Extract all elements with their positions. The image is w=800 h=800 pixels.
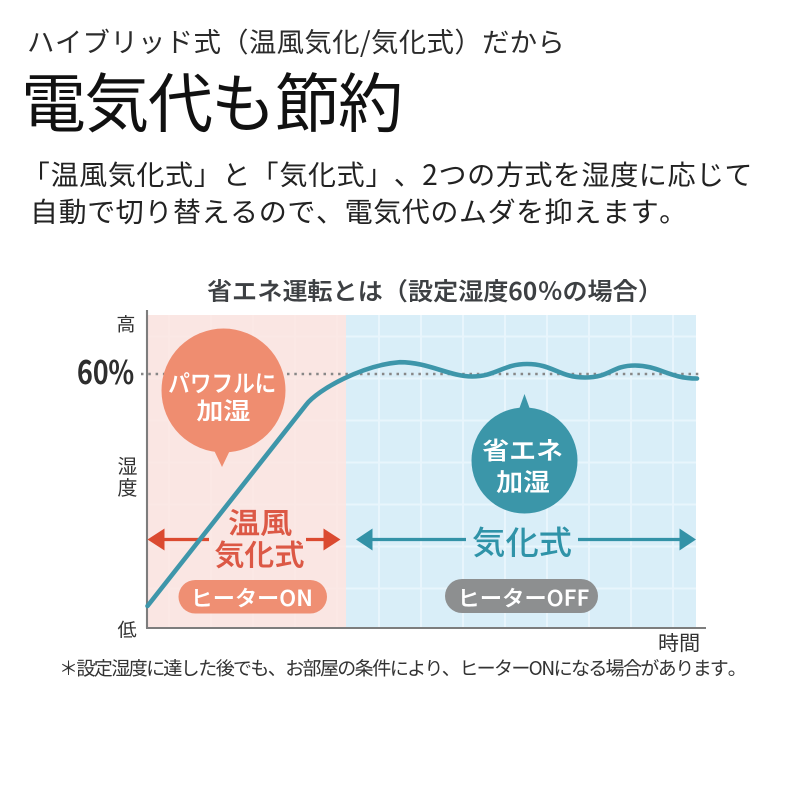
svg-text:60%: 60% (77, 347, 134, 394)
svg-text:高: 高 (116, 310, 135, 337)
svg-text:度: 度 (118, 472, 138, 501)
svg-text:省エネ: 省エネ (482, 432, 563, 468)
svg-text:低: 低 (117, 616, 136, 643)
svg-text:加湿: 加湿 (196, 392, 250, 427)
svg-text:時間: 時間 (658, 628, 700, 658)
svg-text:パワフルに: パワフルに (168, 364, 276, 399)
svg-text:気化式: 気化式 (214, 533, 304, 575)
svg-text:湿: 湿 (118, 451, 138, 480)
svg-text:加湿: 加湿 (496, 463, 550, 499)
svg-text:温風: 温風 (228, 501, 292, 543)
svg-text:省エネ運転とは（設定湿度60％の場合）: 省エネ運転とは（設定湿度60％の場合） (207, 273, 663, 308)
svg-text:気化式: 気化式 (472, 517, 572, 565)
svg-text:ヒーターON: ヒーターON (191, 581, 313, 613)
svg-text:ヒーターOFF: ヒーターOFF (458, 581, 590, 613)
